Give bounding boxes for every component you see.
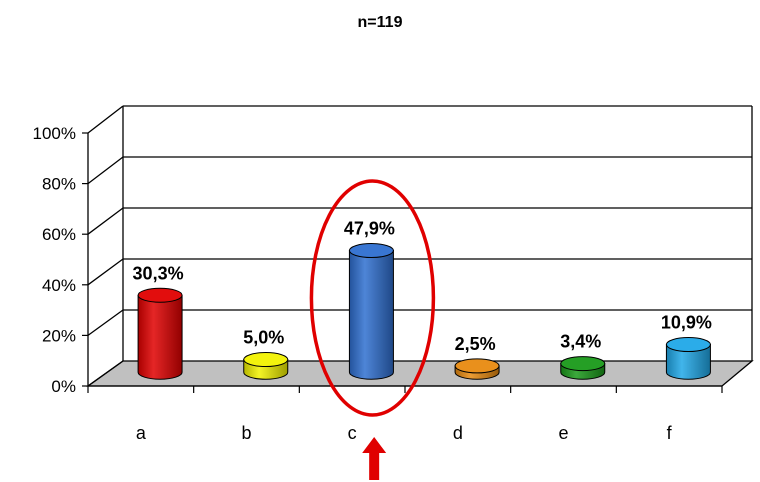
y-tick-label: 40% <box>42 276 76 295</box>
y-tick-label: 80% <box>42 175 76 194</box>
bar-body <box>348 250 394 380</box>
arrow-up-icon <box>362 437 387 480</box>
bar-top <box>137 287 183 303</box>
data-label: 3,4% <box>560 332 601 352</box>
bar-body <box>137 294 183 380</box>
y-tick-label: 100% <box>33 124 76 143</box>
bar <box>454 358 500 380</box>
y-tick-label: 20% <box>42 326 76 345</box>
side-gridline <box>87 360 124 387</box>
bar-top <box>560 356 606 372</box>
highlight-ellipse <box>309 179 436 417</box>
chart-bars <box>137 243 711 380</box>
y-axis-ticks: 0% 20% 40% 60% 80% 100% <box>33 124 88 396</box>
bar-top <box>454 358 500 374</box>
x-tick-label: f <box>667 423 673 443</box>
side-gridline <box>87 309 124 336</box>
bar <box>348 243 394 380</box>
data-label: 47,9% <box>344 219 395 239</box>
bar-top <box>243 352 289 368</box>
highlight-annotation <box>309 179 436 480</box>
side-gridline <box>87 105 124 134</box>
x-axis: a b c d e f <box>87 385 723 443</box>
data-label: 5,0% <box>243 328 284 348</box>
side-gridline <box>87 258 124 286</box>
side-gridline <box>87 207 124 235</box>
bar-top <box>348 243 394 259</box>
data-labels: 30,3% 5,0% 47,9% 2,5% 3,4% 10,9% <box>133 219 712 354</box>
bar <box>243 352 289 380</box>
bar-top <box>665 337 711 353</box>
data-label: 2,5% <box>455 334 496 354</box>
chart-title: n=119 <box>357 14 403 31</box>
data-label: 10,9% <box>661 313 712 333</box>
bar-body <box>665 344 711 380</box>
x-tick-label: a <box>136 423 147 443</box>
y-tick-label: 0% <box>51 377 76 396</box>
y-tick-label: 60% <box>42 225 76 244</box>
bar <box>665 337 711 380</box>
bar <box>137 287 183 380</box>
x-tick-label: e <box>558 423 568 443</box>
data-label: 30,3% <box>133 263 184 283</box>
x-tick-label: c <box>348 423 357 443</box>
chart-frame <box>85 106 754 387</box>
x-tick-label: d <box>453 423 463 443</box>
chart-gridlines <box>87 105 752 387</box>
bar <box>560 356 606 380</box>
x-tick-label: b <box>241 423 251 443</box>
side-gridline <box>87 156 124 185</box>
